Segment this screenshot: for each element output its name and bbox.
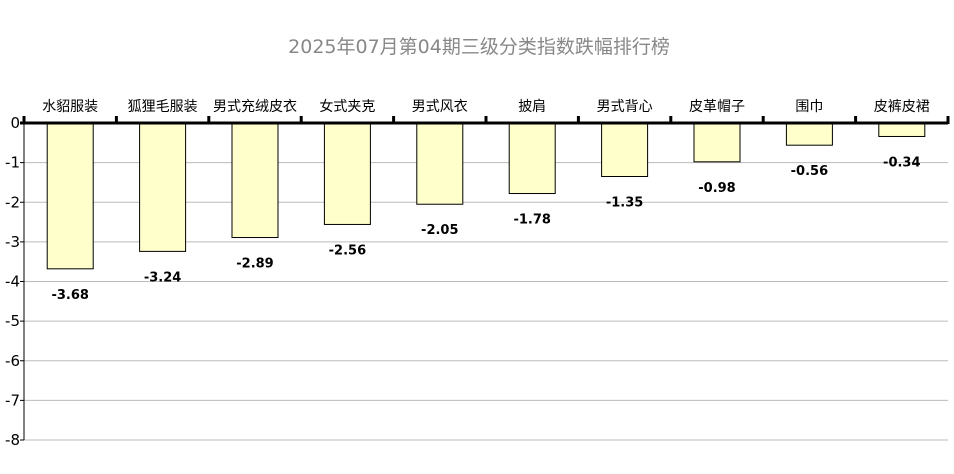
bar (601, 122, 649, 177)
data-label: -1.35 (606, 195, 643, 210)
category-label: 水貂服装 (42, 99, 98, 115)
category-label: 披肩 (518, 99, 546, 115)
data-label: -2.05 (421, 223, 458, 238)
data-label: -2.56 (329, 243, 366, 258)
bar (231, 122, 279, 239)
axes (20, 116, 950, 441)
bar (139, 122, 187, 252)
category-label: 男式风衣 (412, 99, 468, 115)
bar (785, 122, 833, 146)
y-tick-label: 0 (10, 114, 20, 132)
y-tick-label: -8 (5, 431, 20, 449)
bar (878, 122, 926, 137)
category-label: 女式夹克 (319, 98, 375, 115)
chart-title: 2025年07月第04期三级分类指数跌幅排行榜 (288, 36, 670, 58)
y-tick-label: -2 (5, 193, 20, 211)
data-label: -0.98 (698, 181, 735, 196)
data-label: -3.24 (144, 270, 181, 285)
y-tick-label: -7 (5, 391, 20, 409)
data-label: -3.68 (51, 288, 88, 303)
data-label: -0.34 (883, 155, 920, 170)
category-label: 围巾 (795, 99, 823, 115)
data-label: -2.89 (236, 257, 273, 272)
category-label: 皮革帽子 (689, 99, 745, 115)
data-label: -1.78 (513, 213, 550, 228)
y-tick-label: -3 (5, 233, 20, 251)
bar (46, 122, 94, 270)
y-tick-label: -1 (5, 154, 20, 172)
y-tick-label: -6 (5, 352, 20, 370)
labels: 0 -1 -2 -3 -4 -5 -6 -7 -8 -3.68 水貂服装 -3.24 狐狸毛服装 -2.8… (5, 98, 930, 449)
data-label: -0.56 (791, 164, 828, 179)
category-label: 男式背心 (597, 99, 653, 115)
bar (416, 122, 464, 205)
bar (323, 122, 371, 225)
y-tick-label: -5 (5, 312, 20, 330)
y-tick-label: -4 (5, 273, 20, 291)
bar (693, 122, 741, 163)
category-label: 男式充绒皮衣 (213, 99, 297, 115)
category-label: 皮裤皮裙 (874, 99, 930, 115)
category-label: 狐狸毛服装 (128, 99, 198, 115)
bars (46, 122, 926, 270)
bar (508, 122, 556, 195)
